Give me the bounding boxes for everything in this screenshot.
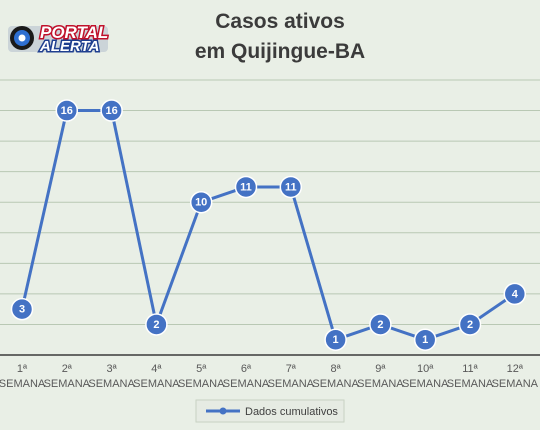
data-point-marker	[369, 313, 392, 336]
data-label: 2	[467, 319, 473, 331]
data-point: 10	[189, 190, 213, 214]
chart-title-line: Casos ativos	[215, 10, 345, 33]
eye-icon	[10, 26, 34, 50]
chart-title: Casos ativos em Quijingue-BA	[195, 10, 365, 63]
x-tick-label: 12ª SEMANA	[492, 363, 539, 390]
data-point-marker	[145, 313, 168, 336]
x-tick-label: 10ª SEMANA	[402, 363, 449, 390]
data-point: 2	[369, 313, 392, 336]
chart-title-line: em Quijingue-BA	[195, 40, 365, 63]
x-tick-label: 7ª SEMANA	[268, 363, 315, 390]
series-line-dados-cumulativos	[20, 109, 516, 342]
legend: Dados cumulativos	[195, 399, 345, 423]
x-tick-label: 2ª SEMANA	[44, 363, 91, 390]
x-tick-label: 8ª SEMANA	[312, 363, 359, 390]
data-point: 2	[145, 313, 168, 336]
data-point: 2	[458, 313, 482, 336]
data-label: 16	[61, 105, 73, 117]
data-point: 1	[413, 328, 437, 351]
x-tick-label: 4ª SEMANA	[133, 363, 180, 390]
data-label: 4	[512, 288, 519, 300]
data-point: 16	[100, 99, 123, 122]
logo-line-alerta: ALERTA	[39, 38, 99, 55]
data-point: 3	[10, 297, 34, 321]
x-tick-label: 11ª SEMANA	[447, 363, 494, 390]
data-point-marker	[100, 99, 123, 122]
data-point: 4	[503, 282, 527, 306]
data-label: 1	[422, 334, 428, 346]
data-label: 11	[285, 181, 297, 193]
data-point-marker	[503, 282, 527, 306]
legend-box	[195, 399, 345, 423]
x-tick-label: 5ª SEMANA	[178, 363, 225, 390]
data-label: 11	[240, 181, 252, 193]
data-point-marker	[279, 175, 303, 199]
data-point-marker	[324, 328, 347, 351]
data-point: 1	[324, 328, 347, 351]
data-point-marker	[413, 328, 437, 351]
data-point: 11	[279, 175, 303, 199]
data-point-marker	[234, 175, 258, 199]
data-point-marker	[458, 313, 482, 336]
data-point-marker	[55, 99, 79, 122]
legend-entry-label: Dados cumulativos	[245, 406, 338, 418]
data-label: 2	[377, 319, 383, 331]
x-tick-label: 6ª SEMANA	[223, 363, 270, 390]
y-gridlines	[0, 79, 540, 325]
logo-line-portal: PORTAL	[40, 23, 108, 42]
legend-marker	[219, 407, 227, 415]
data-point-marker	[10, 297, 34, 321]
data-point: 16	[55, 99, 79, 122]
x-tick-label: 9ª SEMANA	[357, 363, 404, 390]
portal-alerta-logo: PORTAL ALERTA	[8, 22, 110, 57]
data-label: 1	[333, 334, 339, 346]
data-label: 10	[195, 197, 207, 209]
data-label: 2	[153, 319, 159, 331]
data-label: 16	[105, 105, 117, 117]
x-tick-label: 3ª SEMANA	[88, 363, 135, 390]
x-tick-label: 1ª SEMANA	[0, 363, 46, 390]
data-label: 3	[19, 304, 25, 316]
data-point: 11	[234, 175, 258, 199]
data-point-marker	[189, 190, 213, 214]
